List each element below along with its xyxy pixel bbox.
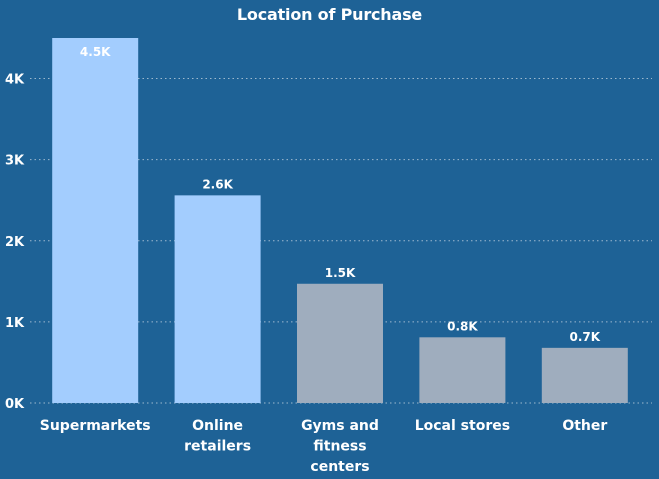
bar-0: [52, 38, 139, 403]
y-tick-label-3: 3K: [5, 154, 25, 169]
bar-1: [174, 195, 261, 403]
x-category-label-1-line-1: retailers: [184, 439, 251, 455]
data-label-2: 1.5K: [325, 266, 356, 280]
x-category-label-1-line-0: Online: [192, 418, 243, 434]
data-label-1: 2.6K: [202, 177, 233, 191]
x-category-label-2-line-2: centers: [310, 459, 369, 475]
x-category-label-2-line-0: Gyms and: [301, 418, 379, 434]
y-tick-label-1: 1K: [5, 316, 25, 331]
bar-3: [419, 337, 506, 403]
bar-2: [297, 283, 383, 403]
data-label-0: 4.5K: [80, 45, 111, 59]
x-category-label-2-line-1: fitness: [313, 439, 366, 455]
bar-4: [541, 347, 628, 403]
y-tick-label-2: 2K: [5, 235, 25, 250]
chart-title: Location of Purchase: [236, 5, 423, 24]
x-category-label-3-line-0: Local stores: [415, 418, 510, 434]
x-category-label-4-line-0: Other: [562, 418, 607, 434]
y-tick-label-4: 4K: [5, 73, 25, 88]
x-category-label-0-line-0: Supermarkets: [40, 418, 151, 434]
data-label-3: 0.8K: [447, 319, 478, 333]
y-tick-label-0: 0K: [5, 397, 25, 412]
data-label-4: 0.7K: [570, 330, 601, 344]
